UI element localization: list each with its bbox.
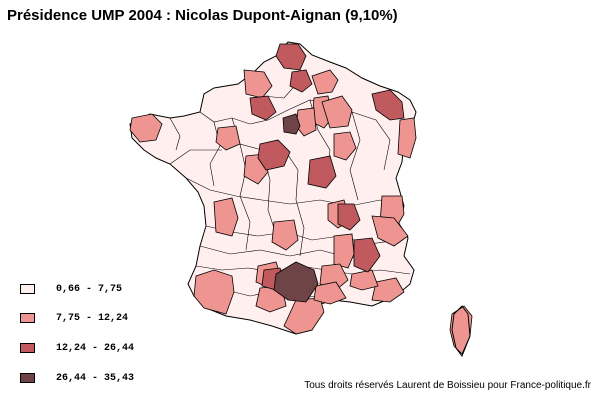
legend-label-3: 12,24 - 26,44 bbox=[56, 342, 135, 354]
legend-item-2: 7,75 - 12,24 bbox=[20, 311, 128, 325]
legend-swatch-4 bbox=[20, 373, 35, 383]
legend-item-4: 26,44 - 35,43 bbox=[20, 371, 134, 385]
copyright-credit: Tous droits réservés Laurent de Boissieu… bbox=[304, 380, 591, 391]
legend-swatch-3 bbox=[20, 343, 35, 353]
class-4-departments bbox=[273, 113, 319, 303]
legend-swatch-1 bbox=[20, 284, 35, 294]
corsica bbox=[451, 305, 471, 358]
class-2-departments bbox=[129, 69, 473, 355]
legend-label-2: 7,75 - 12,24 bbox=[56, 312, 129, 324]
legend-label-1: 0,66 - 7,75 bbox=[56, 283, 123, 295]
legend-label-4: 26,44 - 35,43 bbox=[56, 372, 135, 384]
legend-swatch-2 bbox=[20, 313, 35, 323]
map-title: Présidence UMP 2004 : Nicolas Dupont-Aig… bbox=[7, 7, 398, 24]
legend-item-3: 12,24 - 26,44 bbox=[20, 341, 134, 355]
legend-item-1: 0,66 - 7,75 bbox=[20, 282, 122, 296]
class-3-departments bbox=[249, 43, 405, 291]
